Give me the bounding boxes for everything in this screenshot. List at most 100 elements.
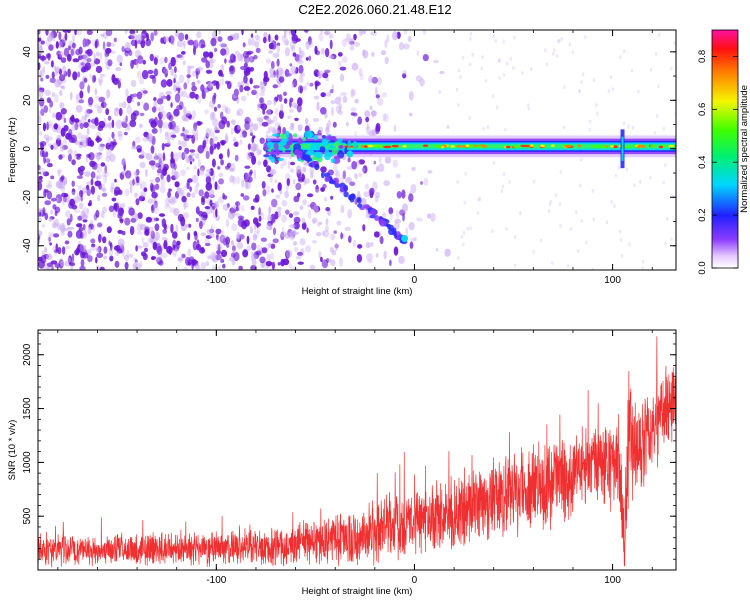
noise-speck (178, 32, 185, 42)
noise-speck (248, 54, 253, 63)
noise-speck (486, 125, 490, 130)
noise-speck (182, 60, 186, 66)
descending-branch-blob (394, 232, 398, 239)
noise-speck (155, 176, 161, 183)
noise-speck (50, 260, 58, 265)
noise-speck (313, 205, 319, 214)
noise-speck (296, 104, 302, 113)
noise-speck (168, 198, 175, 204)
noise-speck (439, 70, 445, 75)
noise-speck (337, 52, 343, 57)
noise-speck (617, 165, 621, 170)
carrier-onset-blob (275, 148, 280, 156)
noise-speck (637, 89, 640, 94)
noise-speck (209, 111, 215, 121)
noise-speck (198, 189, 204, 197)
noise-speck (394, 218, 402, 224)
noise-speck (178, 140, 182, 146)
noise-speck (241, 179, 245, 188)
noise-speck (274, 107, 279, 116)
noise-speck (40, 40, 45, 45)
noise-speck (426, 213, 432, 219)
noise-speck (547, 209, 551, 214)
noise-speck (186, 158, 191, 163)
noise-speck (139, 161, 146, 169)
noise-speck (95, 174, 103, 179)
noise-speck (409, 241, 414, 249)
noise-speck (40, 77, 44, 82)
noise-speck (95, 38, 99, 48)
noise-speck (357, 244, 363, 249)
noise-speck (340, 205, 345, 214)
noise-speck (256, 117, 264, 122)
noise-speck (98, 96, 106, 103)
noise-speck (134, 259, 138, 263)
noise-speck (664, 241, 667, 246)
noise-speck (212, 138, 215, 149)
noise-speck (267, 127, 271, 134)
noise-speck (356, 253, 363, 263)
noise-speck (80, 62, 85, 66)
noise-speck (195, 70, 199, 80)
noise-speck (165, 91, 172, 95)
noise-speck (236, 108, 244, 117)
noise-speck (364, 110, 371, 118)
heatmap-x-tick-label: 0 (412, 275, 418, 286)
noise-speck (108, 205, 115, 213)
noise-speck (322, 183, 327, 189)
noise-speck (51, 265, 54, 270)
noise-speck (165, 197, 170, 207)
noise-speck (305, 57, 309, 61)
noise-speck (70, 134, 77, 144)
noise-speck (132, 178, 135, 186)
noise-speck (164, 204, 172, 209)
noise-speck (271, 198, 278, 208)
noise-speck (405, 227, 409, 236)
noise-speck (47, 121, 53, 126)
noise-speck (61, 85, 66, 90)
noise-speck (255, 39, 261, 43)
noise-speck (505, 226, 508, 231)
noise-speck (150, 145, 155, 154)
noise-speck (422, 54, 429, 62)
noise-speck (130, 39, 137, 46)
noise-speck (114, 178, 117, 183)
noise-speck (67, 148, 73, 155)
noise-speck (316, 102, 319, 111)
noise-speck (408, 193, 414, 203)
noise-speck (106, 89, 111, 99)
noise-speck (89, 160, 96, 167)
noise-speck (253, 255, 257, 260)
noise-speck (504, 127, 507, 132)
noise-speck (301, 222, 307, 230)
noise-speck (95, 176, 100, 180)
noise-speck (46, 266, 53, 270)
noise-speck (344, 38, 350, 42)
noise-speck (76, 175, 83, 179)
noise-speck (293, 195, 300, 203)
noise-speck (497, 58, 501, 63)
noise-speck (74, 122, 79, 131)
noise-speck (292, 52, 297, 57)
noise-speck (95, 65, 103, 74)
noise-speck (171, 196, 178, 204)
noise-speck (179, 154, 183, 159)
noise-speck (270, 213, 276, 223)
noise-speck (655, 114, 659, 119)
noise-speck (176, 242, 180, 249)
noise-speck (220, 64, 225, 71)
carrier-onset-blob (285, 130, 290, 139)
carrier-onset-blob (304, 130, 313, 139)
noise-speck (351, 160, 358, 170)
noise-speck (139, 123, 143, 128)
noise-speck (270, 61, 275, 70)
noise-speck (613, 204, 616, 208)
noise-speck (284, 47, 290, 57)
noise-speck (403, 30, 408, 35)
noise-speck (181, 90, 188, 98)
noise-speck (190, 154, 194, 162)
noise-speck (268, 205, 272, 212)
noise-speck (38, 230, 43, 237)
noise-speck (137, 55, 144, 64)
noise-speck (66, 218, 71, 226)
